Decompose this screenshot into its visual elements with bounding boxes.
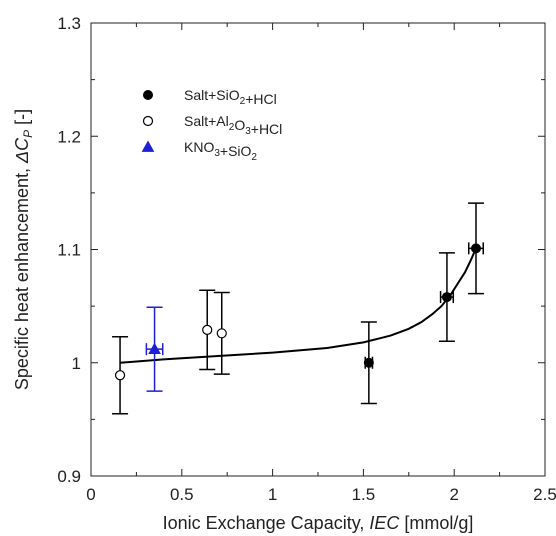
x-tick-label: 1.5 bbox=[352, 485, 376, 504]
legend-label-text: O bbox=[234, 117, 245, 133]
data-point bbox=[148, 342, 161, 355]
tick-labels: 0 0.5 1 1.5 2 2.5 0.9 1 1.1 1.2 1.3 bbox=[57, 14, 556, 504]
x-axis-title-symbol: IEC bbox=[369, 513, 400, 533]
data-point bbox=[114, 370, 126, 381]
fit-curve-line bbox=[120, 247, 477, 364]
x-axis-title-unit: [mmol/g] bbox=[399, 513, 473, 533]
legend-label-subscript: 2 bbox=[251, 152, 257, 163]
y-axis-title-subscript: P bbox=[21, 130, 35, 138]
legend-marker bbox=[143, 90, 153, 100]
legend-marker bbox=[141, 140, 155, 152]
legend-label-text: +HCl bbox=[251, 121, 283, 137]
data-points bbox=[112, 202, 485, 415]
data-point bbox=[216, 328, 227, 339]
data-point bbox=[202, 324, 213, 336]
x-tick-label: 2.5 bbox=[533, 485, 556, 504]
x-tick-label: 2 bbox=[449, 485, 458, 504]
axis-ticks bbox=[90, 22, 546, 477]
y-axis-title: Specific heat enhancement, ΔCP [-] bbox=[12, 109, 35, 390]
legend-label: KNO3+SiO2 bbox=[184, 139, 257, 163]
data-point bbox=[470, 243, 481, 254]
legend-label: Salt+Al2O3+HCl bbox=[184, 113, 282, 137]
x-tick-label: 1 bbox=[268, 485, 277, 504]
x-tick-label: 0 bbox=[86, 485, 95, 504]
y-tick-label: 0.9 bbox=[57, 467, 81, 486]
data-point bbox=[363, 357, 374, 368]
legend-label-subscript: 3 bbox=[214, 148, 220, 159]
legend-label-subscript: 2 bbox=[240, 96, 246, 107]
legend-label: Salt+SiO2+HCl bbox=[184, 87, 277, 107]
y-axis-title-main: Specific heat enhancement, bbox=[12, 163, 32, 390]
y-tick-label: 1 bbox=[72, 354, 81, 373]
x-axis-title: Ionic Exchange Capacity, IEC [mmol/g] bbox=[163, 513, 474, 533]
y-tick-label: 1.1 bbox=[57, 241, 81, 260]
legend-label-text: Salt+SiO bbox=[184, 87, 240, 103]
y-axis-title-unit: [-] bbox=[12, 109, 32, 130]
y-tick-label: 1.3 bbox=[57, 14, 81, 33]
x-tick-label: 0.5 bbox=[170, 485, 194, 504]
legend-label-text: +HCl bbox=[245, 91, 277, 107]
x-axis-title-main: Ionic Exchange Capacity, bbox=[163, 513, 370, 533]
legend-marker bbox=[142, 115, 154, 127]
fit-curve bbox=[120, 247, 477, 364]
legend-label-subscript: 2 bbox=[229, 122, 235, 133]
y-tick-label: 1.2 bbox=[57, 127, 81, 146]
legend-label-text: Salt+Al bbox=[184, 113, 229, 129]
data-point bbox=[441, 292, 452, 303]
y-axis-title-symbol: ΔC bbox=[12, 137, 32, 164]
legend-label-text: +SiO bbox=[220, 143, 252, 159]
legend-label-subscript: 3 bbox=[245, 126, 251, 137]
legend-label-text: KNO bbox=[184, 139, 214, 155]
